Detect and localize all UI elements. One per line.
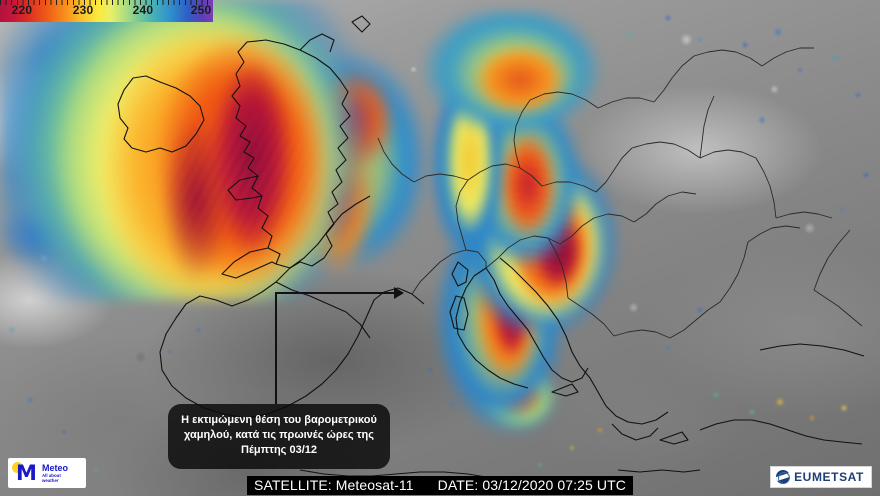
colorbar-tick-label-220: 220 xyxy=(11,3,33,17)
colorbar-ticks xyxy=(0,0,213,5)
colorbar-labels: 220 230 240 250 xyxy=(0,3,213,21)
annotation-line-1: Η εκτιμώμενη θέση του βαρομετρικού xyxy=(181,414,377,426)
brightness-temperature-colorbar: 220 230 240 250 xyxy=(0,0,213,22)
meteo-logo-tagline-2: weather xyxy=(42,478,59,483)
annotation-callout: Η εκτιμώμενη θέση του βαρομετρικού χαμηλ… xyxy=(168,404,390,469)
eumetsat-logo-name: EUMETSAT xyxy=(794,470,864,484)
date-label: DATE: 03/12/2020 07:25 UTC xyxy=(437,477,626,493)
meteo-logo-tagline-1: All about xyxy=(42,473,61,478)
colorbar-tick-label-250: 250 xyxy=(190,3,212,17)
coastlines-continental-europe xyxy=(159,195,865,479)
eumetsat-logo[interactable]: EUMETSAT xyxy=(770,466,872,488)
annotation-line-3: Πέμπτης 03/12 xyxy=(241,444,317,456)
colorbar-tick-label-240: 240 xyxy=(132,3,154,17)
colorbar-tick-label-230: 230 xyxy=(72,3,94,17)
meteo-logo-mark: M xyxy=(12,461,40,485)
leader-path xyxy=(275,292,394,404)
meteo-logo[interactable]: M Meteo All about weather xyxy=(8,458,86,488)
meteo-logo-name: Meteo xyxy=(42,463,69,473)
satellite-date-caption: SATELLITE: Meteosat-11 DATE: 03/12/2020 … xyxy=(247,476,633,495)
sun-icon xyxy=(12,462,23,473)
annotation-line-2: χαμηλού, κατά τις πρωινές ώρες της xyxy=(184,429,374,441)
meteo-logo-m-glyph: M xyxy=(16,461,37,485)
colorbar-gradient xyxy=(0,0,213,22)
footer-bar: SATELLITE: Meteosat-11 DATE: 03/12/2020 … xyxy=(0,474,880,496)
meteo-logo-wordmark: Meteo All about weather xyxy=(42,463,68,483)
globe-satellite-icon xyxy=(776,470,791,484)
satellite-label: SATELLITE: Meteosat-11 xyxy=(254,477,414,493)
leader-arrowhead xyxy=(394,287,404,299)
national-borders xyxy=(377,47,863,339)
